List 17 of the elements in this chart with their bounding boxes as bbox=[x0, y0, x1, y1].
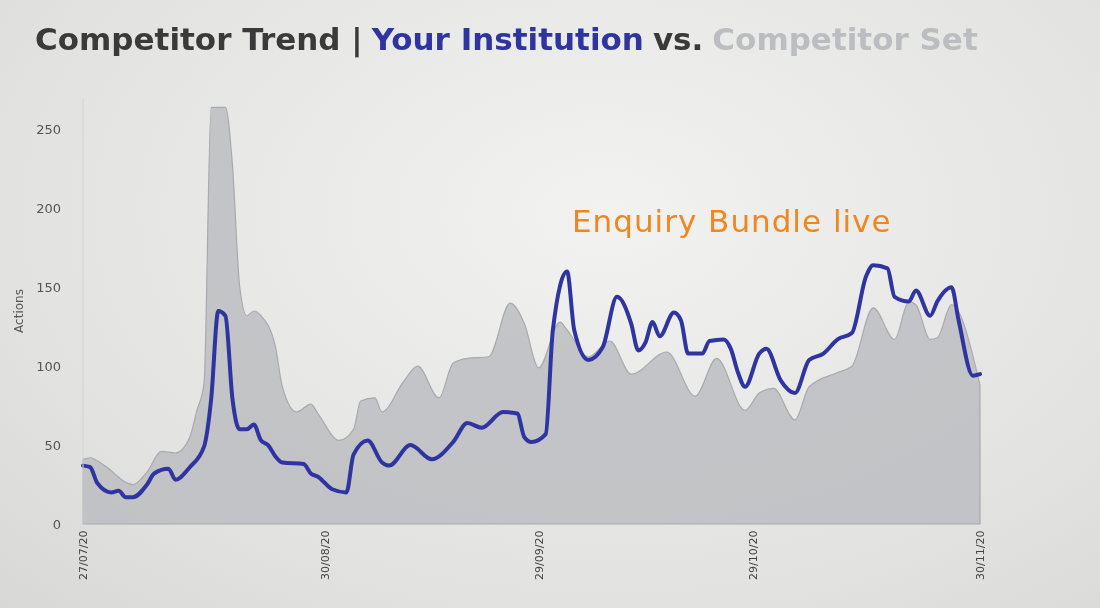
x-tick-label: 30/08/20 bbox=[319, 530, 333, 581]
x-tick-label: 30/11/20 bbox=[974, 530, 988, 581]
x-tick-label: 27/07/20 bbox=[77, 530, 91, 581]
y-tick-label: 250 bbox=[36, 122, 61, 138]
y-tick-label: 0 bbox=[52, 516, 61, 532]
x-tick-label: 29/09/20 bbox=[532, 530, 546, 581]
y-axis-title: Actions bbox=[12, 289, 26, 333]
y-tick-label: 150 bbox=[36, 279, 61, 295]
text: vs. bbox=[652, 21, 704, 57]
line-series bbox=[81, 263, 982, 500]
text: Your Institution bbox=[370, 21, 644, 57]
y-tick-label: 50 bbox=[44, 437, 61, 453]
x-tick-label: 29/10/20 bbox=[746, 530, 760, 581]
y-tick-label: 200 bbox=[36, 201, 61, 217]
annotation: Enquiry Bundle live bbox=[572, 203, 892, 239]
y-tick-label: 100 bbox=[36, 358, 61, 374]
chart-title: Competitor Trend | bbox=[35, 21, 363, 58]
